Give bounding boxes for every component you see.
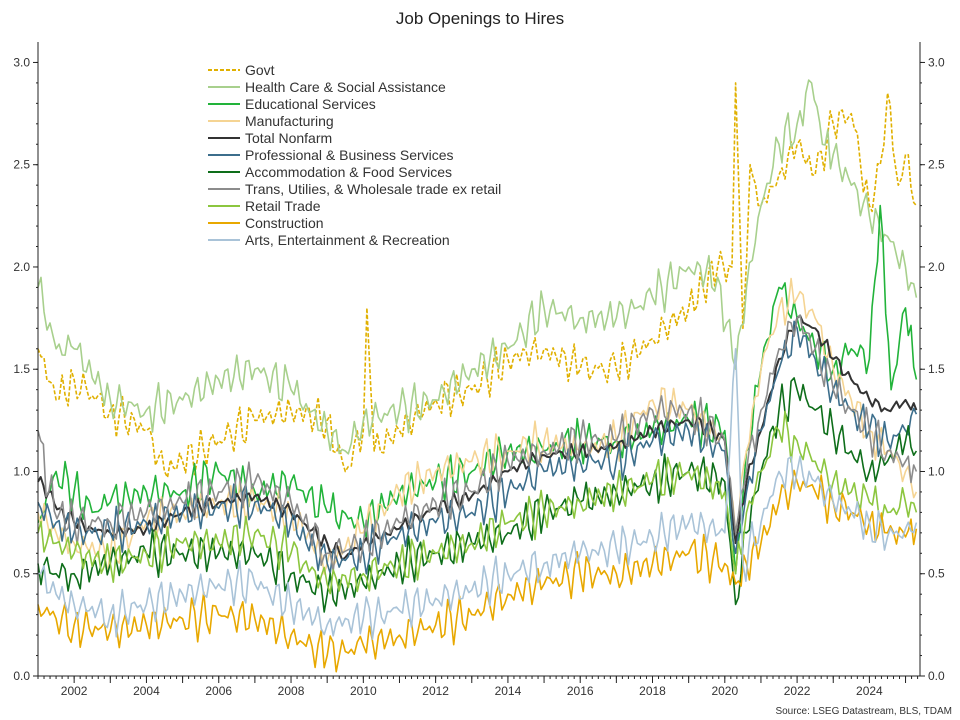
x-tick-label: 2008 xyxy=(278,684,305,698)
y-tick-label-right: 3.0 xyxy=(928,55,945,69)
y-tick-label: 0.0 xyxy=(13,669,30,683)
y-tick-label-right: 2.5 xyxy=(928,158,945,172)
legend-label-6: Accommodation & Food Services xyxy=(245,164,452,180)
x-tick-label: 2016 xyxy=(567,684,594,698)
series-line-3 xyxy=(37,277,918,575)
y-tick-label-right: 2.0 xyxy=(928,260,945,274)
chart-title: Job Openings to Hires xyxy=(396,9,564,28)
y-tick-label-right: 1.0 xyxy=(928,464,945,478)
x-tick-label: 2014 xyxy=(495,684,522,698)
plot-area xyxy=(37,79,918,673)
y-tick-label: 1.0 xyxy=(13,464,30,478)
legend-label-8: Retail Trade xyxy=(245,198,321,214)
legend-label-9: Construction xyxy=(245,215,324,231)
x-tick-label: 2002 xyxy=(61,684,88,698)
x-tick-label: 2012 xyxy=(422,684,449,698)
y-tick-label-right: 0.5 xyxy=(928,567,945,581)
y-tick-label: 2.0 xyxy=(13,260,30,274)
x-tick-label: 2018 xyxy=(639,684,666,698)
y-tick-label: 1.5 xyxy=(13,362,30,376)
legend-label-3: Manufacturing xyxy=(245,113,334,129)
legend-label-2: Educational Services xyxy=(245,96,376,112)
series-line-9 xyxy=(37,469,918,673)
series-line-6 xyxy=(37,377,918,613)
x-tick-label: 2022 xyxy=(784,684,811,698)
source-note: Source: LSEG Datastream, BLS, TDAM xyxy=(775,706,952,717)
x-tick-label: 2006 xyxy=(205,684,232,698)
y-tick-label-right: 1.5 xyxy=(928,362,945,376)
series-line-8 xyxy=(37,410,918,595)
legend-label-1: Health Care & Social Assistance xyxy=(245,79,446,95)
legend-label-5: Professional & Business Services xyxy=(245,147,454,163)
y-tick-label: 2.5 xyxy=(13,158,30,172)
legend-label-10: Arts, Entertainment & Recreation xyxy=(245,232,450,248)
x-tick-label: 2024 xyxy=(856,684,883,698)
y-tick-label: 3.0 xyxy=(13,55,30,69)
axes: 0.0 0.0 0.5 0.5 1.0 1.0 1.5 1.5 2.0 2.0 2.5 2.5 3.0 3… xyxy=(13,42,945,698)
legend-label-0: Govt xyxy=(245,62,275,78)
series-line-0 xyxy=(37,82,918,479)
series-line-7 xyxy=(37,314,918,572)
series-line-10 xyxy=(37,348,918,640)
x-tick-label: 2004 xyxy=(133,684,160,698)
y-tick-label: 0.5 xyxy=(13,567,30,581)
x-tick-label: 2020 xyxy=(711,684,738,698)
series-line-1 xyxy=(37,79,918,455)
y-tick-label-right: 0.0 xyxy=(928,669,945,683)
legend-label-4: Total Nonfarm xyxy=(245,130,332,146)
legend-label-7: Trans, Utilies, & Wholesale trade ex ret… xyxy=(245,181,501,197)
x-tick-label: 2010 xyxy=(350,684,377,698)
